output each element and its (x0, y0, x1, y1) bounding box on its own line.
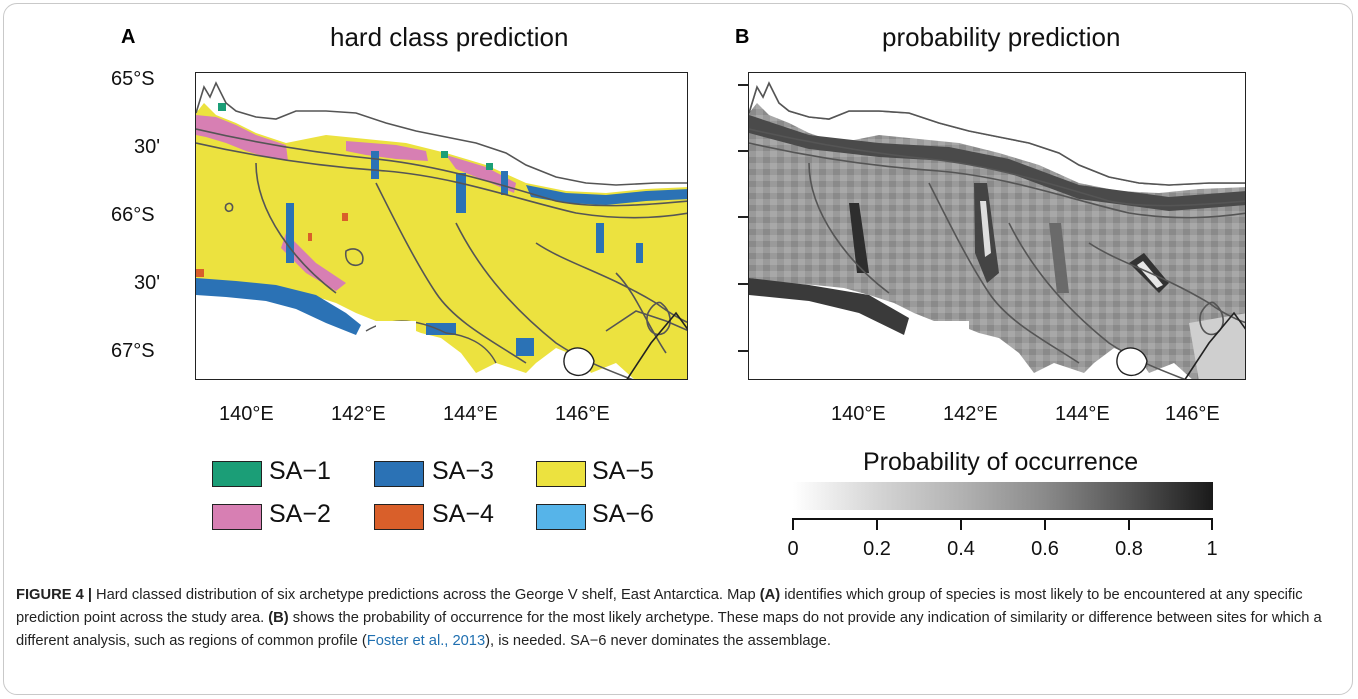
lat-tick-a-2: 66°S (111, 204, 155, 226)
lon-tick-a-3: 146°E (555, 403, 610, 425)
colorbar-tick-mark (1211, 518, 1213, 530)
legend-swatch-sa2 (212, 504, 262, 530)
lat-tick-mark-b-3 (738, 283, 748, 285)
colorbar-tick-mark (792, 518, 794, 530)
legend-swatch-sa3 (374, 461, 424, 487)
colorbar-tick-mark (960, 518, 962, 530)
panel-a-letter: A (121, 26, 136, 48)
probability-map-svg (749, 73, 1245, 379)
probability-colorbar (793, 482, 1213, 510)
figure-caption: FIGURE 4 | Hard classed distribution of … (16, 584, 1341, 653)
colorbar-label-0: 0 (787, 538, 799, 560)
lat-tick-mark-b-0 (738, 84, 748, 86)
lon-tick-b-3: 146°E (1165, 403, 1220, 425)
colorbar-label-3: 0.6 (1031, 538, 1059, 560)
lon-tick-b-2: 144°E (1055, 403, 1110, 425)
colorbar-axis (792, 518, 1213, 520)
legend-swatch-sa1 (212, 461, 262, 487)
colorbar-label-2: 0.4 (947, 538, 975, 560)
lon-tick-a-1: 142°E (331, 403, 386, 425)
legend-label-sa1: SA−1 (269, 457, 331, 485)
lat-tick-a-1: 30' (134, 136, 161, 158)
probability-map (748, 72, 1246, 380)
legend-label-sa6: SA−6 (592, 500, 654, 528)
caption-text-4: ), is needed. SA−6 never dominates the a… (485, 633, 831, 649)
caption-text-3: shows the probability of occurrence for … (16, 610, 1322, 649)
lon-tick-b-0: 140°E (831, 403, 886, 425)
legend-swatch-sa5 (536, 461, 586, 487)
lat-tick-a-3: 30' (134, 272, 161, 294)
colorbar-tick-mark (1044, 518, 1046, 530)
panel-b-title: probability prediction (882, 22, 1121, 52)
caption-text-1: Hard classed distribution of six archety… (91, 587, 760, 603)
caption-text-2: identifies which group of species is mos… (16, 587, 1303, 626)
legend-label-sa4: SA−4 (432, 500, 494, 528)
legend-swatch-sa6 (536, 504, 586, 530)
panel-a-title: hard class prediction (330, 22, 569, 52)
hard-class-map (195, 72, 688, 380)
colorbar-tick-mark (876, 518, 878, 530)
legend-swatch-sa4 (374, 504, 424, 530)
hard-class-map-svg (196, 81, 687, 379)
colorbar-label-1: 0.2 (863, 538, 891, 560)
caption-lead: FIGURE 4 | (16, 587, 92, 603)
colorbar-tick-mark (1128, 518, 1130, 530)
caption-citation-link[interactable]: Foster et al., 2013 (366, 633, 486, 649)
figure-frame (3, 3, 1353, 695)
legend-label-sa5: SA−5 (592, 457, 654, 485)
lat-tick-mark-b-1 (738, 150, 748, 152)
lat-tick-mark-b-2 (738, 216, 748, 218)
lon-tick-a-2: 144°E (443, 403, 498, 425)
legend-label-sa2: SA−2 (269, 500, 331, 528)
lon-tick-a-0: 140°E (219, 403, 274, 425)
lat-tick-mark-b-4 (738, 350, 748, 352)
lon-tick-b-1: 142°E (943, 403, 998, 425)
colorbar-label-5: 1 (1206, 538, 1218, 560)
lat-tick-a-0: 65°S (111, 68, 155, 90)
caption-ref-a: (A) (759, 587, 781, 603)
legend-label-sa3: SA−3 (432, 457, 494, 485)
panel-b-letter: B (735, 26, 750, 48)
colorbar-label-4: 0.8 (1115, 538, 1143, 560)
caption-ref-b: (B) (268, 610, 289, 626)
lat-tick-a-4: 67°S (111, 340, 155, 362)
colorbar-title: Probability of occurrence (863, 448, 1139, 476)
